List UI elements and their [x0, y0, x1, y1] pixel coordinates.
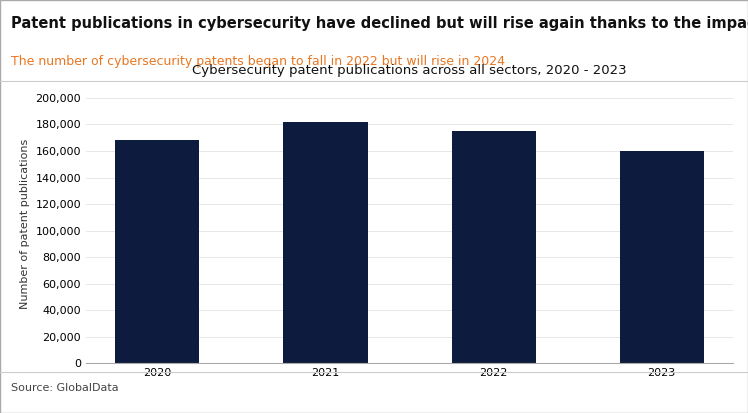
- Text: Patent publications in cybersecurity have declined but will rise again thanks to: Patent publications in cybersecurity hav…: [11, 16, 748, 31]
- Title: Cybersecurity patent publications across all sectors, 2020 - 2023: Cybersecurity patent publications across…: [192, 64, 627, 76]
- Text: Source: GlobalData: Source: GlobalData: [11, 383, 119, 393]
- Bar: [452, 131, 536, 363]
- Bar: [619, 151, 704, 363]
- Text: The number of cybersecurity patents began to fall in 2022 but will rise in 2024: The number of cybersecurity patents bega…: [11, 55, 505, 68]
- Bar: [115, 140, 200, 363]
- Bar: [283, 122, 367, 363]
- Y-axis label: Number of patent publications: Number of patent publications: [20, 139, 30, 309]
